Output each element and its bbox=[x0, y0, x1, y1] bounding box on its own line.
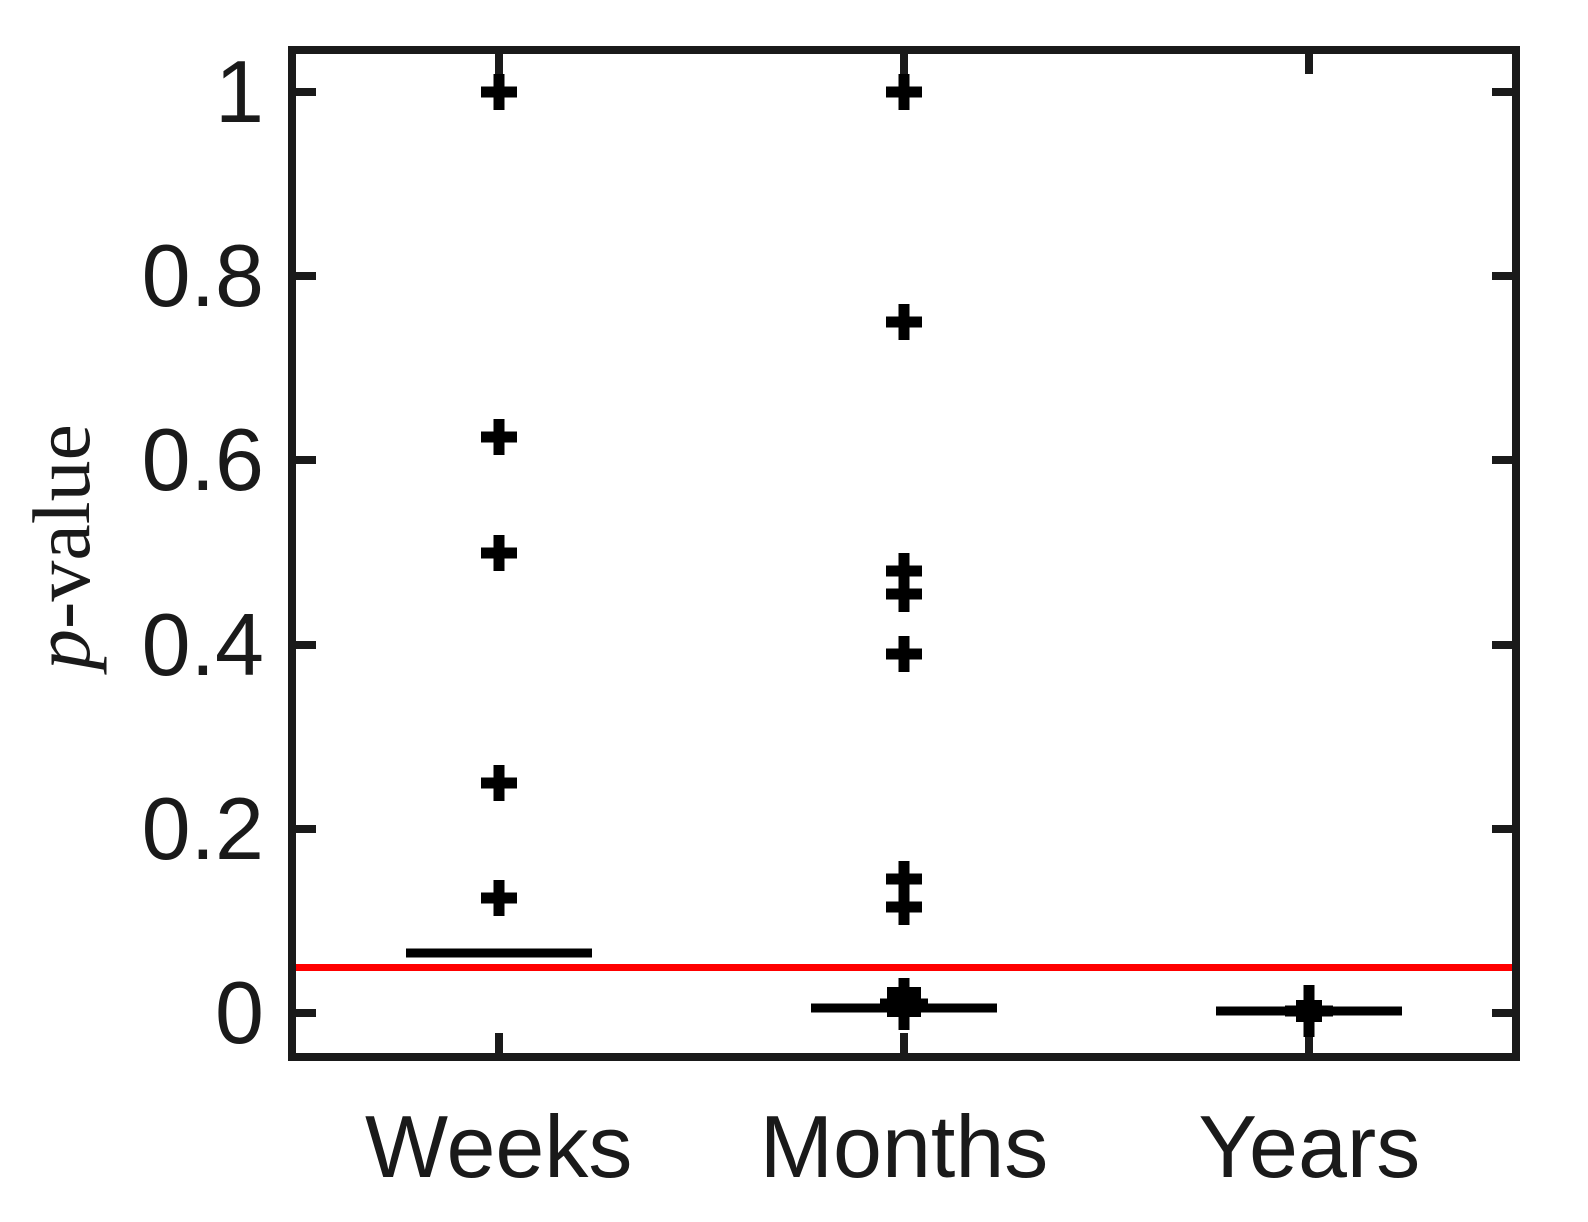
x-axis-tick bbox=[494, 1033, 503, 1053]
y-axis-tick-right bbox=[1492, 824, 1512, 833]
plot-area bbox=[288, 46, 1520, 1061]
y-tick-label: 0.8 bbox=[141, 226, 264, 326]
y-tick-label: 0 bbox=[215, 963, 264, 1062]
y-tick-label: 0.2 bbox=[141, 778, 264, 878]
plot-inner bbox=[296, 54, 1512, 1053]
significance-line bbox=[296, 963, 1512, 971]
x-tick-label: Months bbox=[759, 1097, 1049, 1196]
outlier-plus-marker bbox=[481, 419, 517, 455]
y-tick-label: 0.6 bbox=[141, 410, 264, 510]
outlier-plus-marker bbox=[481, 74, 517, 110]
median-line bbox=[405, 948, 592, 958]
y-axis-tick bbox=[296, 1009, 316, 1017]
x-axis-tick-top bbox=[1305, 54, 1314, 74]
y-axis-tick bbox=[296, 272, 316, 281]
outlier-plus-marker bbox=[886, 74, 922, 110]
y-axis-tick-right bbox=[1492, 1009, 1512, 1017]
outlier-plus-marker bbox=[886, 889, 922, 925]
y-axis-tick bbox=[296, 88, 316, 96]
y-axis-tick bbox=[296, 456, 316, 465]
outlier-plus-marker bbox=[886, 636, 922, 672]
box-plus-marker bbox=[880, 978, 928, 1030]
y-axis-tick-right bbox=[1492, 640, 1512, 649]
y-axis-tick bbox=[296, 824, 316, 833]
y-axis-tick-right bbox=[1492, 456, 1512, 465]
y-tick-label: 0.4 bbox=[141, 594, 264, 694]
y-axis-tick-right bbox=[1492, 88, 1512, 96]
box-plus-marker bbox=[1285, 985, 1333, 1037]
outlier-plus-marker bbox=[481, 765, 517, 801]
x-axis-tick bbox=[1305, 1033, 1314, 1053]
x-axis-tick-top bbox=[494, 54, 503, 74]
outlier-plus-marker bbox=[481, 535, 517, 571]
y-tick-label: 1 bbox=[215, 42, 264, 141]
y-axis-tick-right bbox=[1492, 272, 1512, 281]
outlier-plus-marker bbox=[481, 880, 517, 916]
x-axis-tick-top bbox=[900, 54, 908, 74]
y-axis-tick bbox=[296, 640, 316, 649]
x-axis-tick bbox=[900, 1033, 908, 1053]
x-tick-label: Years bbox=[1198, 1097, 1421, 1196]
outlier-plus-marker bbox=[886, 576, 922, 612]
outlier-plus-marker bbox=[886, 304, 922, 340]
x-tick-label: Weeks bbox=[364, 1097, 633, 1196]
